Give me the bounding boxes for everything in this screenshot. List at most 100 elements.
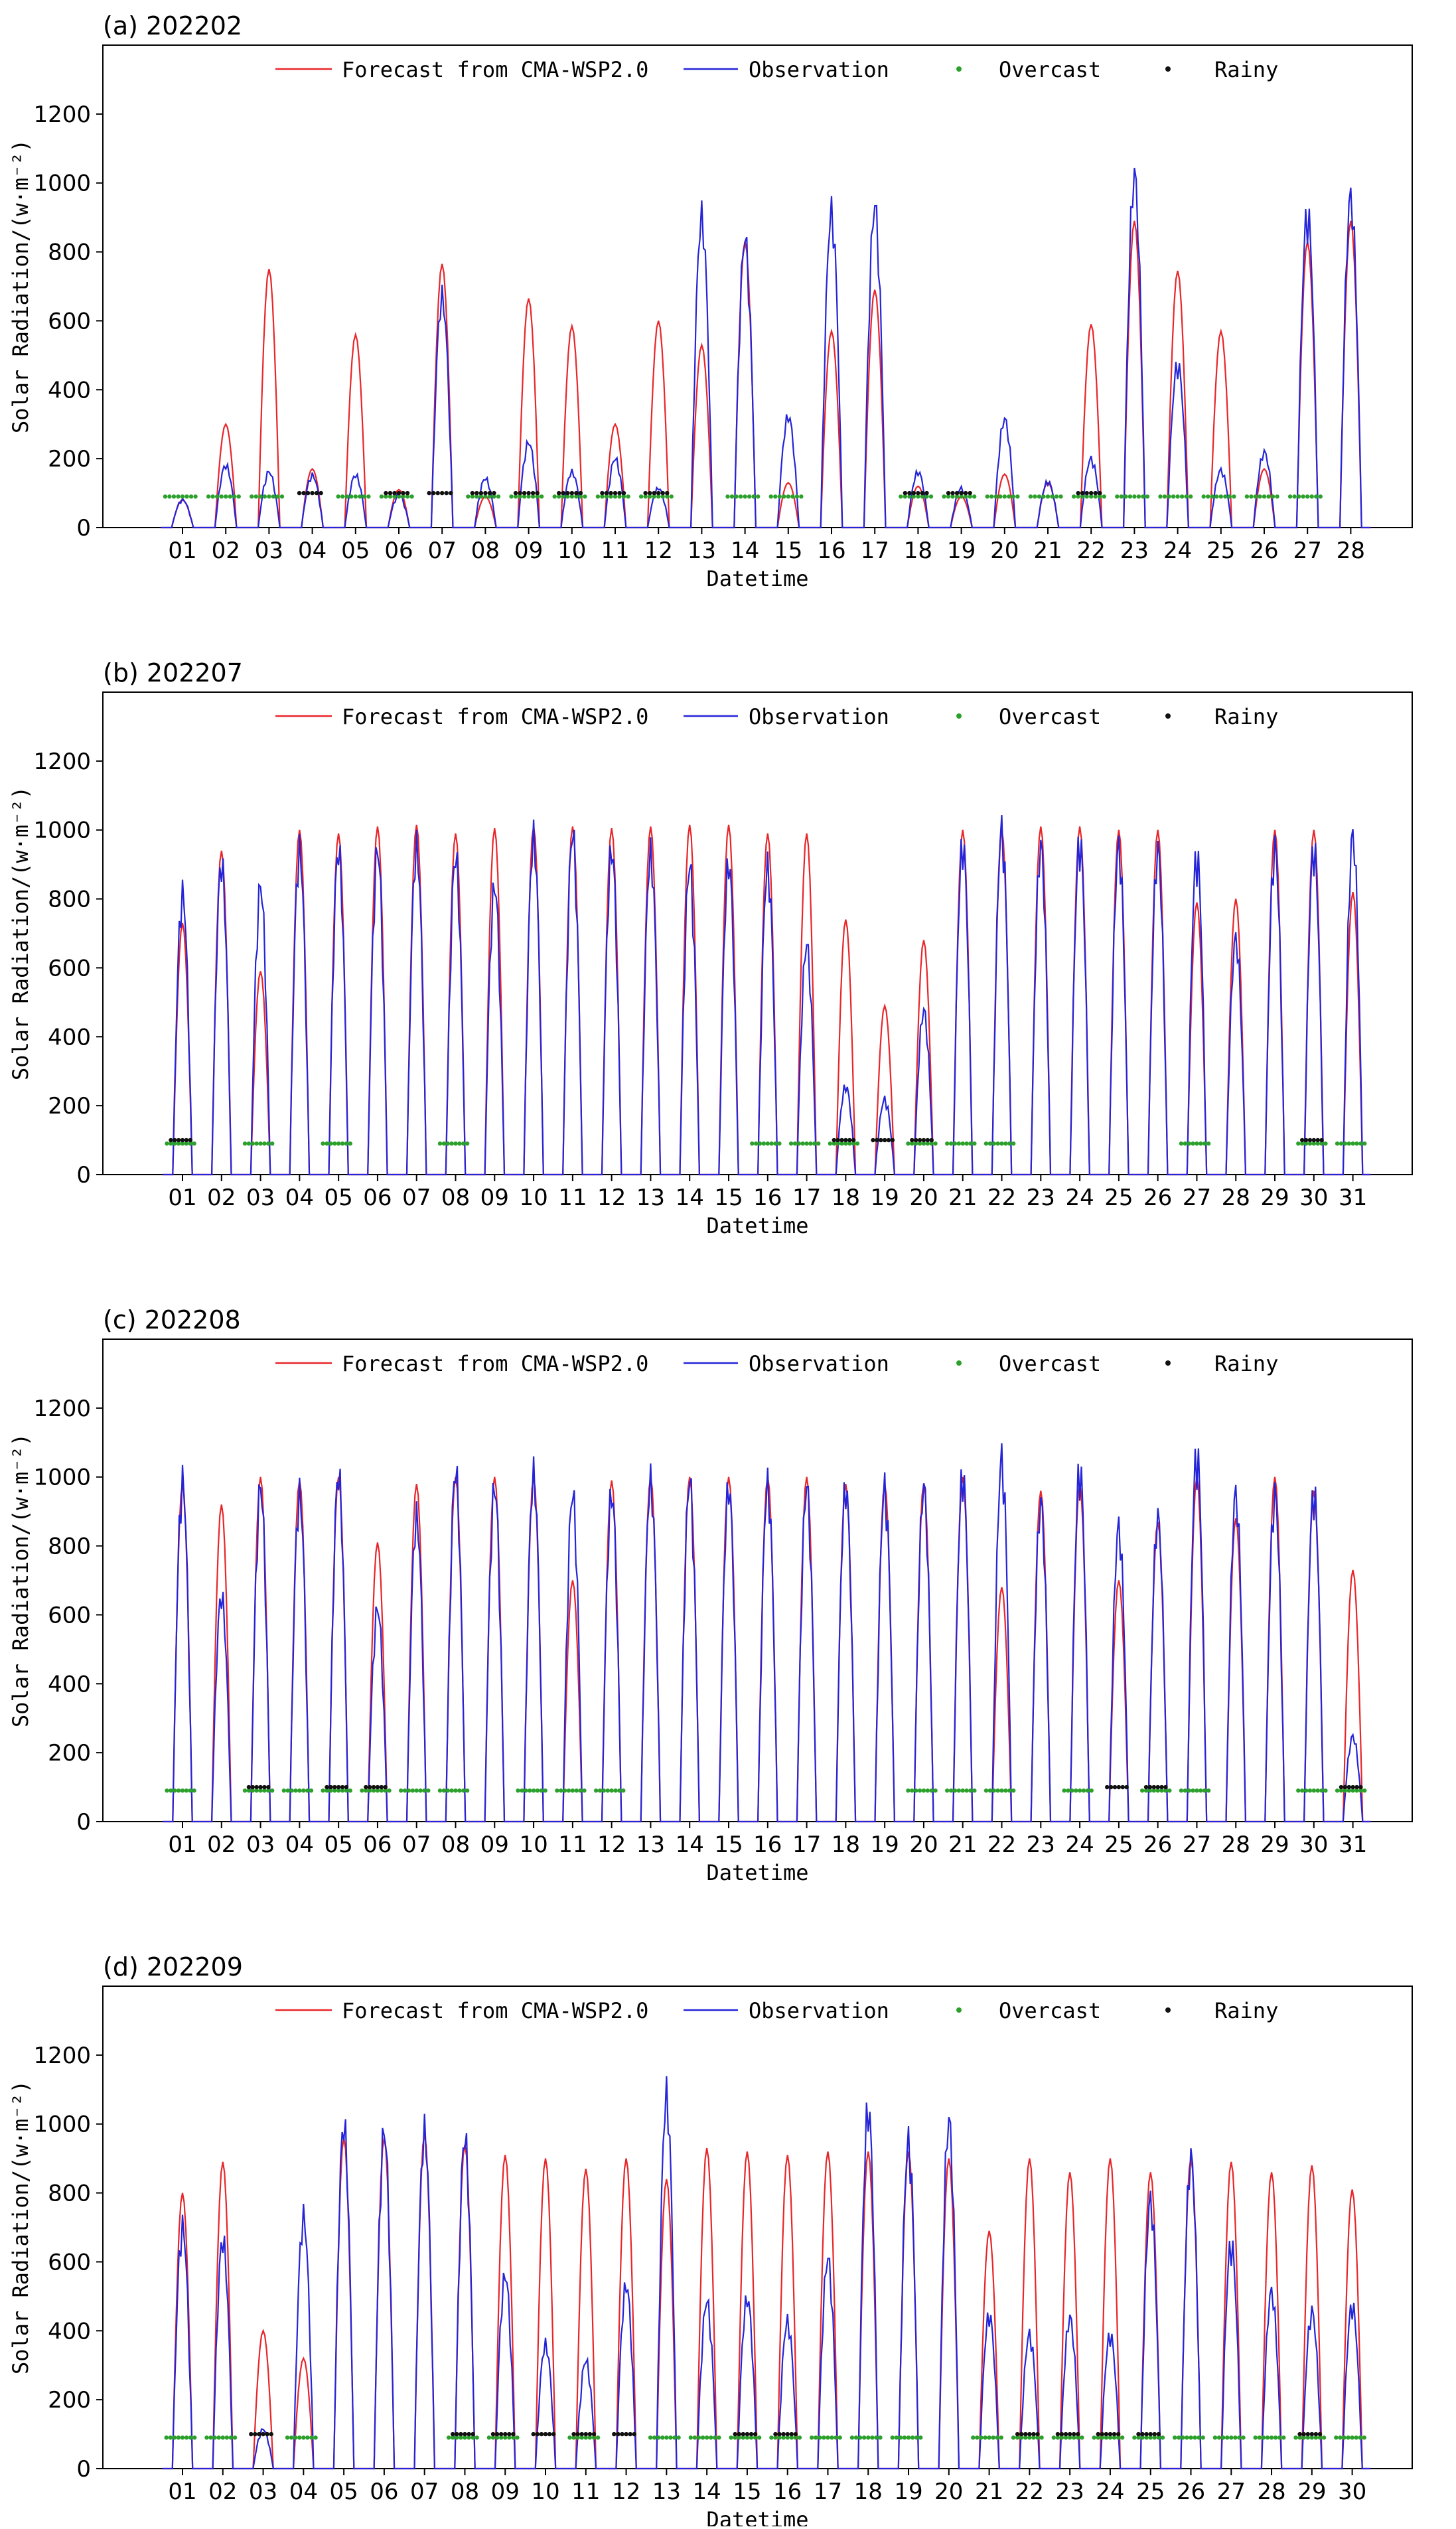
- overcast-point: [1195, 1788, 1199, 1793]
- overcast-point: [1037, 494, 1042, 499]
- rainy-point: [1358, 1784, 1363, 1790]
- overcast-point: [604, 494, 609, 499]
- x-tick-label: 15: [714, 1832, 743, 1858]
- overcast-point: [210, 494, 215, 499]
- rainy-point: [1354, 1784, 1359, 1790]
- overcast-point: [814, 2435, 818, 2440]
- rainy-point: [513, 490, 518, 496]
- rainy-point: [1309, 2431, 1315, 2437]
- rainy-point: [851, 1137, 856, 1143]
- overcast-point: [1214, 494, 1219, 499]
- overcast-point: [979, 2435, 983, 2440]
- overcast-point: [1206, 1788, 1211, 1793]
- overcast-point: [964, 1141, 969, 1146]
- overcast-point: [1159, 1788, 1164, 1793]
- overcast-point: [1311, 1141, 1317, 1146]
- rainy-point: [344, 1784, 349, 1790]
- overcast-point: [1155, 1788, 1160, 1793]
- overcast-point: [843, 1141, 848, 1146]
- overcast-point: [471, 2435, 475, 2440]
- overcast-point: [617, 1788, 622, 1793]
- legend-overcast-label: Overcast: [999, 57, 1101, 82]
- rainy-point: [959, 490, 964, 496]
- rainy-point: [507, 2431, 512, 2437]
- y-axis-label: Solar Radiation/(w·m⁻²): [8, 139, 33, 433]
- rainy-point: [265, 2431, 269, 2437]
- overcast-point: [741, 2435, 746, 2440]
- y-axis-label: Solar Radiation/(w·m⁻²): [8, 786, 33, 1080]
- overcast-point: [1362, 1141, 1367, 1146]
- overcast-point: [1258, 494, 1262, 499]
- overcast-point: [621, 494, 626, 499]
- overcast-point: [826, 2435, 830, 2440]
- overcast-point: [437, 1788, 443, 1793]
- overcast-point: [1354, 1788, 1359, 1793]
- rainy-point: [1350, 1784, 1355, 1790]
- overcast-point: [954, 494, 960, 499]
- x-tick-label: 21: [948, 1832, 977, 1858]
- rainy-point: [1140, 2431, 1145, 2437]
- y-tick-label: 200: [48, 1093, 91, 1120]
- overcast-point: [1346, 2435, 1350, 2440]
- overcast-point: [847, 1141, 852, 1146]
- rainy-point: [921, 1137, 926, 1143]
- rainy-point: [1307, 1137, 1313, 1143]
- overcast-point: [1212, 2435, 1218, 2440]
- overcast-point: [184, 1788, 189, 1793]
- overcast-point: [963, 494, 968, 499]
- overcast-point: [799, 494, 804, 499]
- overcast-point: [1011, 1788, 1016, 1793]
- overcast-point: [773, 494, 778, 499]
- overcast-point: [539, 1788, 544, 1793]
- rainy-point: [652, 490, 656, 496]
- overcast-point: [929, 1141, 934, 1146]
- overcast-point: [1206, 1141, 1211, 1146]
- overcast-point: [583, 2435, 588, 2440]
- overcast-point: [1323, 1141, 1328, 1146]
- overcast-point: [1277, 2435, 1282, 2440]
- overcast-point: [1265, 2435, 1270, 2440]
- overcast-point: [188, 1141, 192, 1146]
- overcast-point: [1093, 494, 1098, 499]
- x-tick-label: 05: [341, 538, 370, 564]
- overcast-point: [757, 1141, 763, 1146]
- overcast-point: [313, 2435, 318, 2440]
- x-tick-label: 21: [1033, 538, 1062, 564]
- x-tick-label: 26: [1250, 538, 1278, 564]
- overcast-point: [626, 494, 630, 499]
- rainy-point: [1063, 2431, 1068, 2437]
- x-tick-label: 28: [1257, 2479, 1285, 2505]
- overcast-point: [704, 2435, 709, 2440]
- rainy-point: [1105, 1784, 1110, 1790]
- overcast-point: [855, 1141, 860, 1146]
- overcast-point: [358, 494, 362, 499]
- rainy-point: [511, 2431, 516, 2437]
- overcast-point: [643, 494, 648, 499]
- rainy-point: [188, 1137, 192, 1143]
- overcast-point: [336, 494, 340, 499]
- rainy-point: [1089, 490, 1094, 496]
- overcast-point: [968, 494, 972, 499]
- overcast-point: [509, 494, 514, 499]
- overcast-point: [384, 494, 388, 499]
- overcast-point: [388, 494, 393, 499]
- rainy-point: [620, 2431, 624, 2437]
- overcast-point: [1313, 2435, 1319, 2440]
- overcast-point: [1184, 494, 1189, 499]
- overcast-point: [1296, 494, 1301, 499]
- rainy-point: [745, 2431, 750, 2437]
- overcast-point: [1045, 494, 1051, 499]
- legend-observation-label: Observation: [749, 1351, 889, 1376]
- overcast-point: [609, 1788, 614, 1793]
- overcast-point: [309, 2435, 314, 2440]
- x-tick-label: 07: [402, 1832, 431, 1858]
- overcast-point: [793, 2435, 798, 2440]
- overcast-point: [600, 494, 605, 499]
- rainy-point: [575, 2431, 580, 2437]
- legend-overcast-swatch: [956, 2007, 962, 2013]
- overcast-point: [1175, 494, 1180, 499]
- x-tick-label: 20: [934, 2479, 963, 2505]
- overcast-point: [224, 2435, 230, 2440]
- overcast-point: [465, 1788, 470, 1793]
- overcast-point: [570, 1788, 575, 1793]
